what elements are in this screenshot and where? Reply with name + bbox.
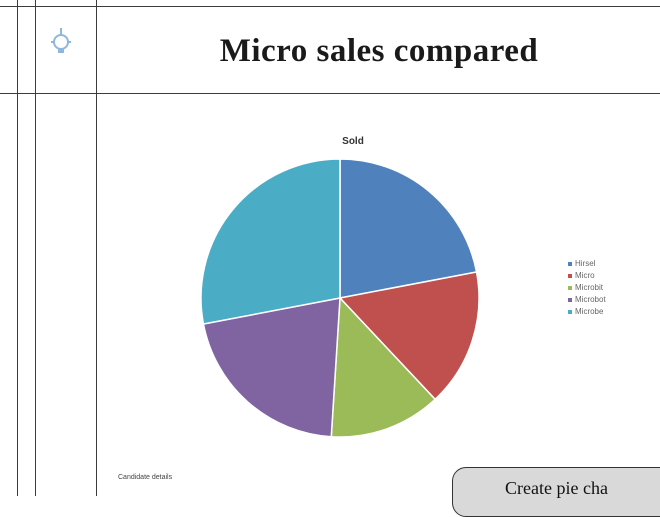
icon-column-line xyxy=(96,0,97,496)
pie-slice-microbe xyxy=(200,158,341,325)
legend-item-microbe: Microbe xyxy=(568,306,606,318)
pie-slice-micro xyxy=(338,271,480,401)
legend-swatch xyxy=(568,310,572,314)
pie-chart: Sold xyxy=(200,136,480,438)
pie-slice-microbot xyxy=(202,297,341,438)
header-divider-line xyxy=(0,93,660,94)
legend-label: Microbit xyxy=(575,283,604,292)
top-border-line xyxy=(0,6,660,7)
legend-swatch xyxy=(568,274,572,278)
legend-swatch xyxy=(568,262,572,266)
legend-swatch xyxy=(568,286,572,290)
pie-slice-hirsel xyxy=(339,158,478,299)
legend-item-hirsel: Hirsel xyxy=(568,258,606,270)
legend-item-microbit: Microbit xyxy=(568,282,606,294)
legend-item-micro: Micro xyxy=(568,270,606,282)
pie-slice-microbit xyxy=(330,296,437,438)
callout-box: Create pie cha xyxy=(452,467,660,517)
legend-label: Micro xyxy=(575,271,595,280)
light-bulb-icon xyxy=(46,26,76,62)
legend-label: Microbot xyxy=(575,295,606,304)
left-margin-line xyxy=(17,0,18,496)
chart-legend: Hirsel Micro Microbit Microbot Microbe xyxy=(568,258,606,318)
legend-swatch xyxy=(568,298,572,302)
chart-title: Sold xyxy=(342,136,364,147)
legend-item-microbot: Microbot xyxy=(568,294,606,306)
legend-label: Microbe xyxy=(575,307,604,316)
footnote: Candidate details xyxy=(118,474,173,481)
left-margin-line-inner xyxy=(35,0,36,496)
legend-label: Hirsel xyxy=(575,259,596,268)
page-title: Micro sales compared xyxy=(219,33,539,69)
callout-text: Create pie cha xyxy=(505,478,608,498)
